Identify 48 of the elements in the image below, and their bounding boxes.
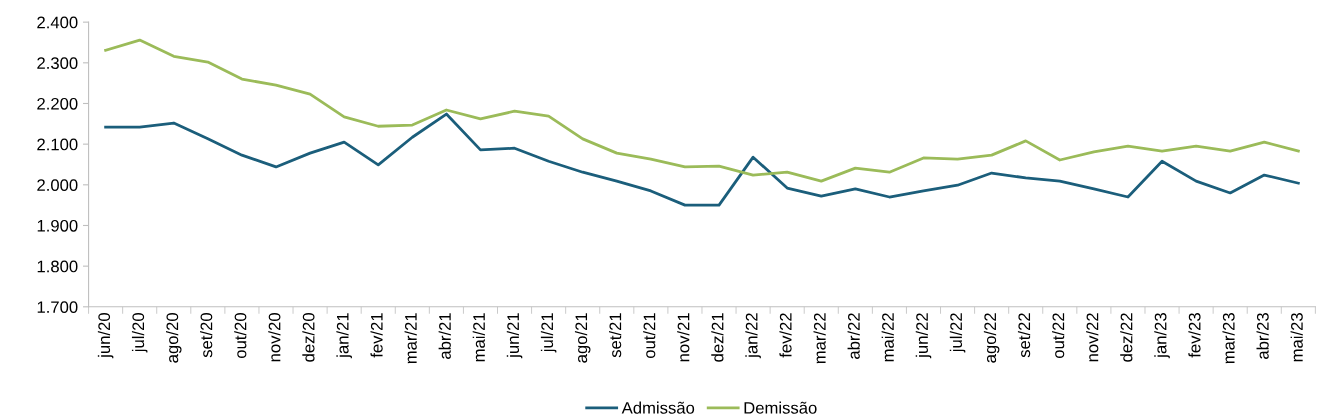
x-tick-label: out/21 xyxy=(643,313,656,358)
x-tick-label: jan/22 xyxy=(745,313,761,359)
y-tick-label: 2.400 xyxy=(37,16,78,29)
x-tick-label: dez/22 xyxy=(1120,313,1133,362)
y-tick-label: 1.700 xyxy=(37,301,78,314)
x-tick-label: fev/22 xyxy=(779,313,792,358)
x-tick-label: out/20 xyxy=(234,313,247,358)
legend-label: Demissão xyxy=(744,401,817,414)
x-tick-label: nov/22 xyxy=(1086,313,1099,362)
x-tick-label: fev/23 xyxy=(1188,313,1201,358)
x-tick-label: jul/22 xyxy=(949,313,966,353)
x-tick-label: ago/20 xyxy=(166,313,182,363)
x-tick-label: mar/21 xyxy=(404,313,417,364)
y-tick-label: 2.000 xyxy=(37,179,78,192)
x-tick-label: mar/23 xyxy=(1222,313,1235,364)
x-tick-label: nov/21 xyxy=(677,313,690,362)
x-tick-label: abr/21 xyxy=(438,313,451,359)
line-series xyxy=(104,38,1300,183)
x-tick-label: jun/22 xyxy=(915,313,932,359)
x-tick-label: dez/20 xyxy=(302,313,315,362)
x-tick-label: mar/22 xyxy=(813,313,826,364)
y-tick-label: 2.300 xyxy=(37,57,78,70)
y-tick-label: 1.900 xyxy=(37,219,78,232)
x-tick-label: mai/22 xyxy=(881,313,894,362)
y-tick-label: 2.100 xyxy=(37,138,78,151)
x-tick-label: abr/22 xyxy=(847,313,860,359)
y-tick-label: 2.200 xyxy=(37,97,78,110)
x-tick-label: jun/21 xyxy=(506,313,523,359)
line-series xyxy=(104,112,1300,207)
x-tick-label: out/22 xyxy=(1052,313,1065,358)
x-tick-label: abr/23 xyxy=(1256,313,1269,359)
x-tick-label: jan/23 xyxy=(1154,313,1170,359)
x-tick-label: nov/20 xyxy=(268,313,281,362)
x-tick-label: jan/21 xyxy=(336,313,352,359)
x-tick-label: jul/20 xyxy=(131,313,148,353)
x-tick-label: jun/20 xyxy=(97,313,114,359)
x-tick-label: set/22 xyxy=(1017,313,1031,358)
x-tick-label: jul/21 xyxy=(540,313,557,353)
legend-label: Admissão xyxy=(621,401,695,414)
x-tick-label: set/20 xyxy=(200,313,213,358)
x-tick-label: mai/23 xyxy=(1290,313,1303,362)
x-tick-label: ago/21 xyxy=(574,313,591,363)
x-tick-label: dez/21 xyxy=(711,313,724,362)
y-tick-label: 1.800 xyxy=(37,260,78,273)
x-tick-label: fev/21 xyxy=(370,313,383,358)
x-tick-label: ago/22 xyxy=(983,313,1000,363)
x-tick-label: set/21 xyxy=(609,313,622,358)
x-tick-label: mai/21 xyxy=(472,313,485,362)
